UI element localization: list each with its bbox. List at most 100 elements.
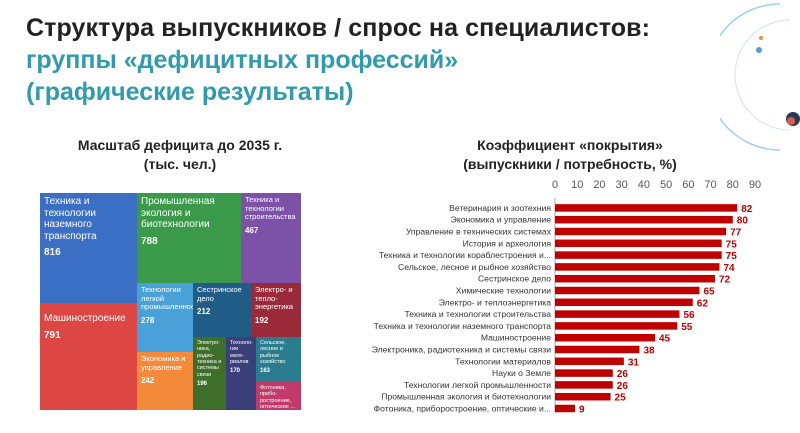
data-label: 56 bbox=[683, 310, 695, 321]
treemap-cell-label: Электро- и тепло- энергетика bbox=[255, 285, 294, 312]
treemap-cell-label: Технологии легкой промышленности bbox=[141, 285, 193, 312]
x-tick-label: 70 bbox=[704, 179, 716, 191]
bar bbox=[555, 204, 738, 212]
treemap-cell-value: 816 bbox=[44, 247, 61, 258]
category-label: Электро- и теплоэнергетика bbox=[439, 297, 551, 307]
treemap-cell-label: Электро- ника, радио- техника и системы … bbox=[197, 340, 222, 378]
x-tick-label: 80 bbox=[727, 179, 739, 191]
page-subtitle-2: (графические результаты) bbox=[26, 78, 354, 106]
page-subtitle: группы «дефицитных профессий» bbox=[26, 46, 459, 74]
x-tick-label: 40 bbox=[638, 179, 650, 191]
category-label: Машиностроение bbox=[481, 333, 551, 343]
treemap-cell-value: 163 bbox=[260, 368, 271, 375]
bar bbox=[555, 381, 613, 389]
treemap-cell-label: Техника и технологии наземного транспорт… bbox=[44, 196, 97, 242]
bar bbox=[555, 322, 678, 330]
treemap-cell: Сельское, лесное и рыбное хозяйство 163 bbox=[256, 337, 301, 382]
data-label: 9 bbox=[579, 405, 585, 414]
treemap-cell-label: Фотоника, прибо- ростроение, оптические … bbox=[260, 385, 295, 410]
treemap-cell: Электро- ника, радио- техника и системы … bbox=[193, 337, 226, 410]
bar bbox=[555, 357, 624, 366]
treemap-cell-label: Сестринское дело bbox=[197, 285, 242, 303]
page-header: Структура выпускников / спрос на специал… bbox=[26, 12, 650, 108]
data-label: 74 bbox=[723, 263, 735, 274]
treemap-cell-label: Техника и технологии строительства bbox=[245, 195, 296, 222]
data-label: 25 bbox=[615, 393, 627, 404]
data-label: 31 bbox=[628, 357, 640, 368]
treemap-cell-value: 170 bbox=[230, 368, 241, 375]
treemap-cell: Техника и технологии наземного транспорт… bbox=[40, 193, 137, 303]
treemap-cell-label: Техноло- гии мате- риалов bbox=[230, 340, 253, 365]
treemap-cell: Промышленная экология и биотехнологии 78… bbox=[137, 193, 241, 283]
treemap-cell: Экономика и управление 242 bbox=[137, 352, 193, 410]
category-label: Ветеринария и зоотехния bbox=[449, 203, 551, 213]
treemap-cell-value: 196 bbox=[197, 380, 208, 387]
bar-chart-title-line-2: (выпускники / потребность, %) bbox=[463, 156, 677, 172]
coverage-bar-chart: 0 10 20 30 40 50 60 70 80 90 Ветеринария и зоотехн… bbox=[372, 179, 761, 414]
treemap-cell-value: 192 bbox=[255, 315, 269, 325]
data-label: 75 bbox=[726, 239, 738, 250]
treemap-title-line-2: (тыс. чел.) bbox=[143, 156, 217, 172]
category-label: Промышленная экология и биотехнологии bbox=[381, 392, 551, 402]
category-label: Управление в технических системах bbox=[406, 227, 552, 237]
treemap-cell: Техноло- гии мате- риалов 170 bbox=[226, 337, 256, 410]
data-label: 75 bbox=[726, 251, 738, 262]
treemap-cell-value: 788 bbox=[141, 235, 158, 247]
treemap-cell-label: Машиностроение bbox=[44, 313, 126, 324]
x-tick-label: 20 bbox=[593, 179, 605, 191]
treemap-cell-label: Сельское, лесное и рыбное хозяйство bbox=[260, 340, 286, 365]
x-tick-label: 60 bbox=[682, 179, 694, 191]
treemap-cell-value: 242 bbox=[141, 376, 155, 386]
treemap-cell: Техника и технологии строительства 467 bbox=[241, 193, 301, 283]
category-label: Электроника, радиотехника и системы связ… bbox=[372, 345, 551, 355]
category-label: Техника и технологии наземного транспорт… bbox=[374, 321, 552, 331]
bar-chart-title: Коэффициент «покрытия» (выпускники / пот… bbox=[440, 136, 700, 174]
category-label: Экономика и управление bbox=[451, 215, 552, 225]
bar bbox=[555, 333, 655, 342]
x-tick-label: 90 bbox=[749, 179, 761, 191]
data-label: 38 bbox=[643, 346, 655, 357]
bar bbox=[555, 392, 611, 401]
treemap-cell-value: 212 bbox=[197, 307, 211, 317]
category-label: Науки о Земле bbox=[492, 368, 551, 378]
bar bbox=[555, 298, 693, 307]
category-label: Техника и технологии кораблестроения и..… bbox=[379, 250, 551, 260]
treemap: Техника и технологии наземного транспорт… bbox=[40, 193, 301, 410]
bar bbox=[555, 251, 722, 259]
data-label: 62 bbox=[697, 298, 709, 309]
category-label: Сестринское дело bbox=[478, 274, 551, 284]
bar bbox=[555, 215, 733, 224]
orbit-decoration-icon bbox=[720, 3, 800, 151]
treemap-cell-label: Промышленная экология и биотехнологии bbox=[141, 196, 215, 230]
treemap-cell-value: 278 bbox=[141, 315, 155, 325]
treemap-cell: Технологии легкой промышленности 278 bbox=[137, 283, 193, 352]
bar-chart-title-line-1: Коэффициент «покрытия» bbox=[477, 137, 663, 153]
bar bbox=[555, 263, 720, 271]
data-label: 72 bbox=[719, 275, 731, 286]
x-tick-label: 0 bbox=[552, 179, 558, 191]
category-label: Технологии материалов bbox=[455, 356, 551, 366]
bar bbox=[555, 310, 680, 318]
treemap-cell: Электро- и тепло- энергетика 192 bbox=[251, 283, 301, 337]
x-tick-label: 30 bbox=[616, 179, 628, 191]
category-label: Фотоника, приборостроение, оптические и.… bbox=[374, 404, 551, 414]
data-label: 65 bbox=[703, 287, 715, 298]
data-label: 26 bbox=[617, 381, 629, 392]
category-label: Сельское, лесное и рыбное хозяйство bbox=[398, 262, 551, 272]
bar bbox=[555, 274, 715, 283]
bar bbox=[555, 369, 613, 377]
data-label: 77 bbox=[730, 228, 742, 239]
treemap-cell-label: Экономика и управление bbox=[141, 354, 186, 372]
data-label: 45 bbox=[659, 334, 671, 345]
x-tick-label: 10 bbox=[571, 179, 583, 191]
bar bbox=[555, 345, 640, 354]
category-label: Химические технологии bbox=[456, 286, 551, 296]
treemap-title-line-1: Масштаб дефицита до 2035 г. bbox=[77, 137, 283, 153]
x-tick-label: 50 bbox=[660, 179, 672, 191]
data-label: 26 bbox=[617, 369, 629, 380]
bar bbox=[555, 404, 575, 413]
treemap-cell: Сестринское дело 212 bbox=[193, 283, 251, 337]
treemap-cell-value: 467 bbox=[245, 225, 259, 235]
treemap-cell-value: 791 bbox=[44, 329, 61, 341]
bar bbox=[555, 286, 700, 295]
